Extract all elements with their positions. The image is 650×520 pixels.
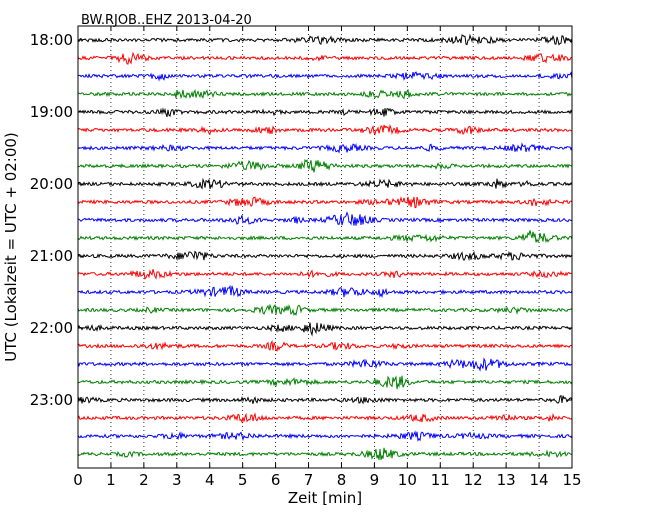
- x-tick-label: 4: [205, 471, 215, 489]
- y-tick-label: 21:00: [30, 247, 73, 265]
- plot-frame: [77, 25, 573, 469]
- y-tick-label: 19:00: [30, 103, 73, 121]
- trace-line: [77, 51, 573, 65]
- x-tick-label: 10: [398, 471, 417, 489]
- trace-line: [77, 230, 573, 244]
- trace-line: [77, 322, 573, 337]
- trace-line: [77, 412, 573, 424]
- x-tick-label: 3: [172, 471, 182, 489]
- y-tick-label: 20:00: [30, 175, 73, 193]
- x-tick-label: 2: [139, 471, 149, 489]
- trace-line: [77, 357, 573, 372]
- trace-line: [77, 123, 573, 136]
- x-tick-label: 11: [431, 471, 450, 489]
- y-tick-label: 22:00: [30, 319, 73, 337]
- x-tick-label: 12: [464, 471, 483, 489]
- trace-line: [77, 394, 573, 405]
- trace-line: [77, 71, 573, 82]
- x-tick-label: 7: [304, 471, 314, 489]
- trace-line: [77, 196, 573, 209]
- x-axis: 0 1 2 3 4 5 6 7 8 9 10 11 12 13 14 15: [73, 26, 582, 489]
- x-axis-label: Zeit [min]: [288, 489, 362, 507]
- trace-line: [77, 158, 573, 173]
- trace-line: [77, 33, 573, 46]
- grid-lines: [110, 26, 540, 468]
- x-tick-label: 8: [337, 471, 347, 489]
- y-tick-label: 18:00: [30, 31, 73, 49]
- y-tick-label: 23:00: [30, 391, 73, 409]
- trace-line: [77, 375, 573, 390]
- x-tick-label: 1: [106, 471, 116, 489]
- x-tick-label: 5: [238, 471, 248, 489]
- trace-line: [77, 142, 573, 154]
- trace-line: [77, 430, 573, 442]
- trace-line: [77, 177, 573, 190]
- trace-line: [77, 303, 573, 317]
- y-axis-label: UTC (Lokalzeit = UTC + 02:00): [2, 132, 20, 362]
- x-tick-label: 13: [497, 471, 516, 489]
- trace-line: [77, 447, 573, 461]
- y-axis: 18:00 19:00 20:00 21:00 22:00 23:00: [30, 31, 572, 409]
- trace-line: [77, 250, 573, 262]
- trace-line: [77, 211, 573, 226]
- trace-line: [77, 339, 573, 352]
- trace-line: [77, 88, 573, 100]
- trace-line: [77, 269, 573, 280]
- trace-line: [77, 107, 573, 118]
- x-tick-label: 0: [73, 471, 83, 489]
- x-tick-label: 9: [370, 471, 380, 489]
- x-tick-label: 6: [271, 471, 281, 489]
- chart-title: BW.RJOB..EHZ 2013-04-20: [81, 13, 252, 28]
- x-tick-label: 15: [562, 471, 581, 489]
- seismic-traces: [77, 33, 573, 461]
- trace-line: [77, 284, 573, 299]
- x-tick-label: 14: [530, 471, 549, 489]
